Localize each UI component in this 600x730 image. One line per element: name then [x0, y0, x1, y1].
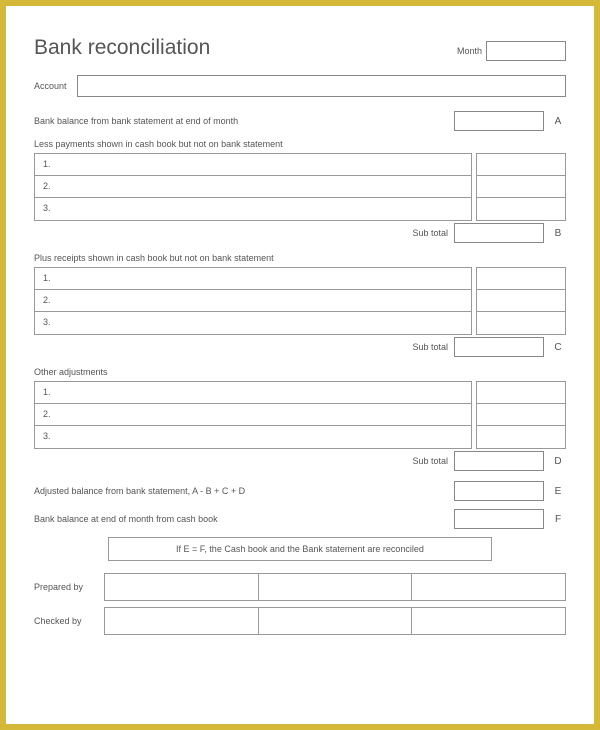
list-item[interactable] — [477, 198, 565, 220]
less-payments-block: 1. 2. 3. — [34, 153, 566, 221]
prepared-by-label: Prepared by — [34, 582, 94, 592]
adjusted-balance-label: Adjusted balance from bank statement, A … — [34, 486, 245, 496]
list-item[interactable]: 3. — [35, 312, 471, 334]
less-payments-title: Less payments shown in cash book but not… — [34, 139, 566, 149]
list-item[interactable]: 3. — [35, 198, 471, 220]
other-adjustments-title: Other adjustments — [34, 367, 566, 377]
page-title: Bank reconciliation — [34, 36, 210, 60]
list-item[interactable] — [477, 312, 565, 334]
other-adjustments-desc: 1. 2. 3. — [34, 381, 472, 449]
list-item[interactable] — [477, 268, 565, 290]
list-item[interactable]: 1. — [35, 382, 471, 404]
account-label: Account — [34, 81, 67, 91]
list-item[interactable] — [477, 176, 565, 198]
list-item[interactable]: 3. — [35, 426, 471, 448]
plus-receipts-title: Plus receipts shown in cash book but not… — [34, 253, 566, 263]
less-payments-desc: 1. 2. 3. — [34, 153, 472, 221]
subtotal-c-input[interactable] — [454, 337, 544, 357]
adjusted-balance-row: Adjusted balance from bank statement, A … — [34, 481, 566, 501]
subtotal-label: Sub total — [412, 342, 448, 352]
other-adjustments-block: 1. 2. 3. — [34, 381, 566, 449]
list-item[interactable] — [477, 426, 565, 448]
subtotal-label: Sub total — [412, 228, 448, 238]
letter-b: B — [550, 228, 566, 239]
list-item[interactable] — [477, 290, 565, 312]
plus-receipts-desc: 1. 2. 3. — [34, 267, 472, 335]
bank-balance-cashbook-label: Bank balance at end of month from cash b… — [34, 514, 218, 524]
bank-balance-cashbook-row: Bank balance at end of month from cash b… — [34, 509, 566, 529]
sig-cell[interactable] — [259, 608, 413, 634]
letter-a: A — [550, 116, 566, 127]
prepared-by-row: Prepared by — [34, 573, 566, 601]
reconciled-message: If E = F, the Cash book and the Bank sta… — [108, 537, 491, 561]
checked-by-row: Checked by — [34, 607, 566, 635]
subtotal-d-input[interactable] — [454, 451, 544, 471]
subtotal-d-row: Sub total D — [34, 451, 566, 471]
month-input[interactable] — [486, 41, 566, 61]
bank-balance-stmt-label: Bank balance from bank statement at end … — [34, 116, 238, 126]
sig-cell[interactable] — [412, 608, 565, 634]
subtotal-label: Sub total — [412, 456, 448, 466]
prepared-by-boxes — [104, 573, 566, 601]
list-item[interactable] — [477, 382, 565, 404]
bank-balance-stmt-row: Bank balance from bank statement at end … — [34, 111, 566, 131]
adjusted-balance-input[interactable] — [454, 481, 544, 501]
sig-cell[interactable] — [105, 608, 259, 634]
list-item[interactable] — [477, 154, 565, 176]
account-input[interactable] — [77, 75, 566, 97]
checked-by-boxes — [104, 607, 566, 635]
list-item[interactable]: 2. — [35, 404, 471, 426]
bank-balance-stmt-input[interactable] — [454, 111, 544, 131]
less-payments-amounts — [476, 153, 566, 221]
list-item[interactable]: 2. — [35, 176, 471, 198]
plus-receipts-block: 1. 2. 3. — [34, 267, 566, 335]
letter-e: E — [550, 486, 566, 497]
bank-balance-cashbook-input[interactable] — [454, 509, 544, 529]
sig-cell[interactable] — [412, 574, 565, 600]
month-group: Month — [457, 41, 566, 61]
list-item[interactable]: 2. — [35, 290, 471, 312]
month-label: Month — [457, 46, 482, 56]
letter-c: C — [550, 342, 566, 353]
list-item[interactable]: 1. — [35, 268, 471, 290]
letter-f: F — [550, 514, 566, 525]
list-item[interactable] — [477, 404, 565, 426]
other-adjustments-amounts — [476, 381, 566, 449]
subtotal-c-row: Sub total C — [34, 337, 566, 357]
subtotal-b-input[interactable] — [454, 223, 544, 243]
checked-by-label: Checked by — [34, 616, 94, 626]
letter-d: D — [550, 456, 566, 467]
subtotal-b-row: Sub total B — [34, 223, 566, 243]
account-row: Account — [34, 75, 566, 97]
form-frame: Bank reconciliation Month Account Bank b… — [0, 0, 600, 730]
header-row: Bank reconciliation Month — [34, 36, 566, 61]
list-item[interactable]: 1. — [35, 154, 471, 176]
sig-cell[interactable] — [259, 574, 413, 600]
sig-cell[interactable] — [105, 574, 259, 600]
plus-receipts-amounts — [476, 267, 566, 335]
